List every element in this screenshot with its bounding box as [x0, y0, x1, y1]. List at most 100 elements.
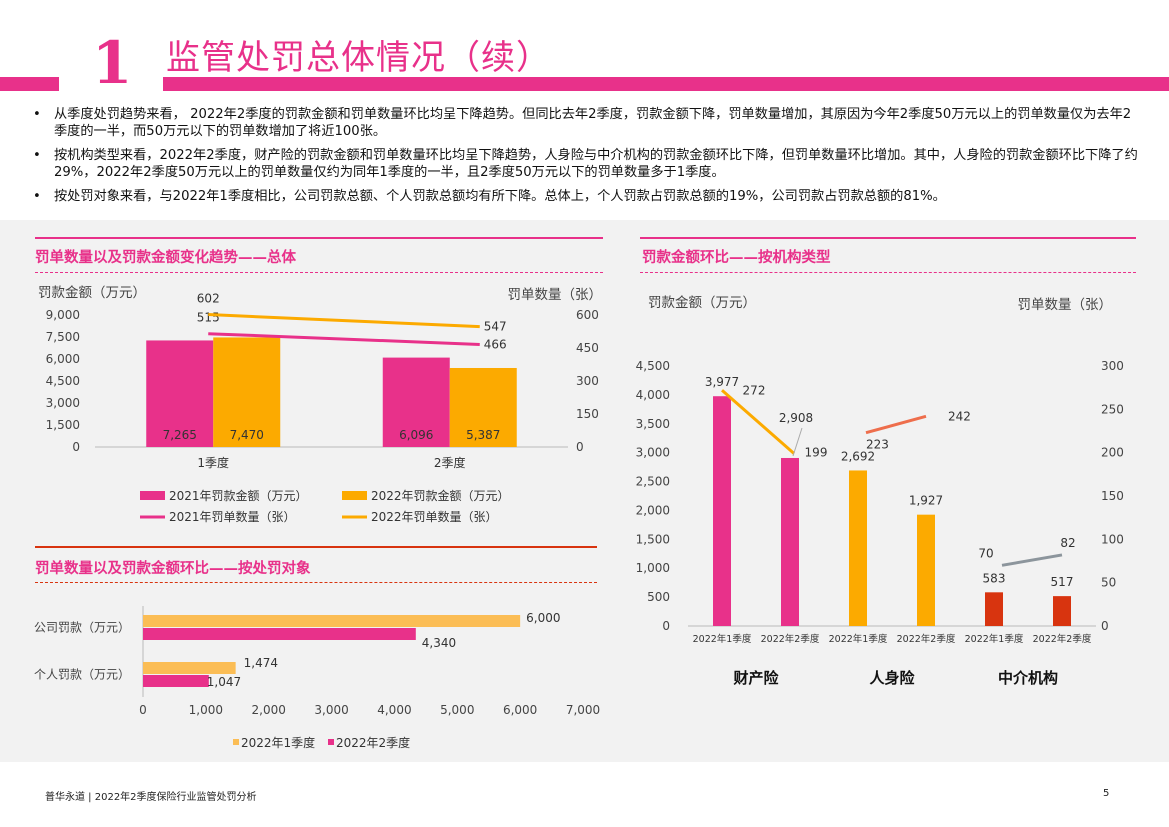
legend-label: 2022年1季度 — [241, 735, 315, 750]
bar-value-label: 5,387 — [466, 428, 500, 442]
category-label: 个人罚款（万元） — [34, 668, 130, 682]
bullet-item: 从季度处罚趋势来看， 2022年2季度的罚款金额和罚单数量环比均呈下降趋势。但同… — [30, 106, 1142, 140]
y-tick-left: 9,000 — [46, 308, 80, 322]
chart-title-institution: 罚款金额环比——按机构类型 — [642, 250, 831, 266]
section-number: 1 — [92, 29, 133, 97]
bar-value-label: 3,977 — [705, 375, 739, 389]
y-tick-left: 3,000 — [636, 446, 670, 460]
count-value-label: 70 — [978, 546, 993, 560]
legend-label: 2022年2季度 — [336, 735, 410, 750]
legend-label: 2022年罚单数量（张） — [371, 509, 498, 524]
y-tick-right: 300 — [576, 374, 599, 388]
header-band-right — [163, 77, 1169, 91]
count-value-label: 242 — [948, 409, 971, 423]
y-tick-right: 100 — [1101, 532, 1124, 546]
y-tick-left: 1,000 — [636, 561, 670, 575]
y-axis-right-label: 罚单数量（张） — [508, 287, 603, 303]
y-tick-left: 1,500 — [46, 418, 80, 432]
bar-value-label: 1,927 — [909, 494, 943, 508]
bar — [985, 592, 1003, 626]
count-value-label: 82 — [1060, 536, 1075, 550]
chart-object: 0 1,000 2,000 3,000 4,000 5,000 6,000 7,000 公司罚款… — [34, 606, 600, 750]
y-tick-left: 6,000 — [46, 352, 80, 366]
bar-value-label: 2,908 — [779, 411, 813, 425]
bar-value-label: 1,474 — [244, 656, 278, 670]
bar-value-label: 517 — [1051, 575, 1074, 589]
x-tick-label: 1季度 — [197, 455, 229, 470]
chart-title-overall: 罚单数量以及罚款金额变化趋势——总体 — [35, 250, 296, 266]
legend-label: 2021年罚款金额（万元） — [169, 488, 308, 503]
bar-value-label: 1,047 — [207, 675, 241, 689]
panel-overall-top-rule — [35, 237, 603, 239]
y-tick-left: 4,000 — [636, 388, 670, 402]
footer-text: 普华永道 | 2022年2季度保险行业监管处罚分析 — [45, 792, 257, 803]
bar — [781, 457, 799, 626]
y-tick-right: 250 — [1101, 402, 1124, 416]
bar — [713, 396, 731, 626]
bar-value-label: 583 — [983, 571, 1006, 585]
y-tick-left: 3,000 — [46, 396, 80, 410]
line-value-label: 547 — [484, 320, 507, 334]
x-tick-label: 2022年2季度 — [897, 633, 956, 645]
x-tick-label: 6,000 — [503, 703, 537, 717]
bar — [143, 628, 416, 640]
legend-label: 2021年罚单数量（张） — [169, 509, 296, 524]
y-tick-left: 500 — [647, 590, 670, 604]
x-tick-label: 2022年1季度 — [829, 633, 888, 645]
bar — [1053, 596, 1071, 626]
bar — [917, 514, 935, 626]
summary-bullets: 从季度处罚趋势来看， 2022年2季度的罚款金额和罚单数量环比均呈下降趋势。但同… — [30, 106, 1142, 212]
count-value-label: 223 — [866, 438, 889, 452]
x-tick-label: 3,000 — [314, 703, 348, 717]
panel-institution-top-rule — [640, 237, 1136, 239]
series-line — [865, 414, 927, 435]
y-axis-right-label: 罚单数量（张） — [1018, 297, 1113, 313]
bar — [143, 675, 209, 687]
bar — [382, 357, 450, 447]
bar-value-label: 7,265 — [163, 428, 197, 442]
label-leader-line — [792, 427, 803, 457]
y-tick-left: 4,500 — [46, 374, 80, 388]
y-tick-right: 0 — [576, 440, 584, 454]
y-axis-left-label: 罚款金额（万元） — [648, 295, 756, 311]
chart-institution: 罚款金额（万元） 罚单数量（张）05001,0001,5002,0002,5003… — [636, 295, 1124, 687]
y-tick-right: 450 — [576, 341, 599, 355]
legend-label: 2022年罚款金额（万元） — [371, 488, 510, 503]
page-title: 监管处罚总体情况（续） — [166, 38, 551, 78]
series-line — [721, 389, 795, 455]
x-tick-label: 7,000 — [566, 703, 600, 717]
bar-value-label: 6,096 — [399, 428, 433, 442]
bar-value-label: 6,000 — [526, 611, 560, 625]
series-line — [208, 313, 480, 329]
chart-overall: 罚款金额（万元） 罚单数量（张） 0 1,500 3,000 4,500 6,000 7,50… — [38, 285, 603, 524]
y-tick-left: 4,500 — [636, 359, 670, 373]
y-tick-right: 50 — [1101, 576, 1116, 590]
bullet-item: 按机构类型来看，2022年2季度，财产险的罚款金额和罚单数量环比均呈下降趋势，人… — [30, 147, 1142, 181]
y-tick-right: 0 — [1101, 619, 1109, 633]
category-label: 公司罚款（万元） — [34, 621, 130, 635]
y-tick-right: 200 — [1101, 446, 1124, 460]
header-band-left — [0, 77, 59, 91]
y-tick-left: 3,500 — [636, 417, 670, 431]
y-tick-left: 2,500 — [636, 475, 670, 489]
y-tick-left: 2,000 — [636, 503, 670, 517]
bar — [449, 367, 517, 447]
bar-value-label: 2,692 — [841, 449, 875, 463]
panel-institution-dashed-rule — [640, 272, 1136, 273]
bullet-item: 按处罚对象来看，与2022年1季度相比，公司罚款总额、个人罚款总额均有所下降。总… — [30, 188, 1142, 205]
y-tick-left: 0 — [72, 440, 80, 454]
panel-overall-dashed-rule — [35, 272, 603, 273]
legend-swatch — [140, 491, 165, 500]
x-tick-label: 1,000 — [189, 703, 223, 717]
y-tick-right: 150 — [1101, 489, 1124, 503]
y-tick-left: 7,500 — [46, 330, 80, 344]
count-value-label: 199 — [805, 446, 828, 460]
bar-value-label: 4,340 — [422, 636, 456, 650]
group-label: 人身险 — [869, 669, 915, 687]
count-value-label: 272 — [743, 383, 766, 397]
y-tick-left: 0 — [662, 619, 670, 633]
legend-swatch — [342, 491, 367, 500]
x-tick-label: 4,000 — [377, 703, 411, 717]
x-tick-label: 2,000 — [252, 703, 286, 717]
y-tick-right: 300 — [1101, 359, 1124, 373]
